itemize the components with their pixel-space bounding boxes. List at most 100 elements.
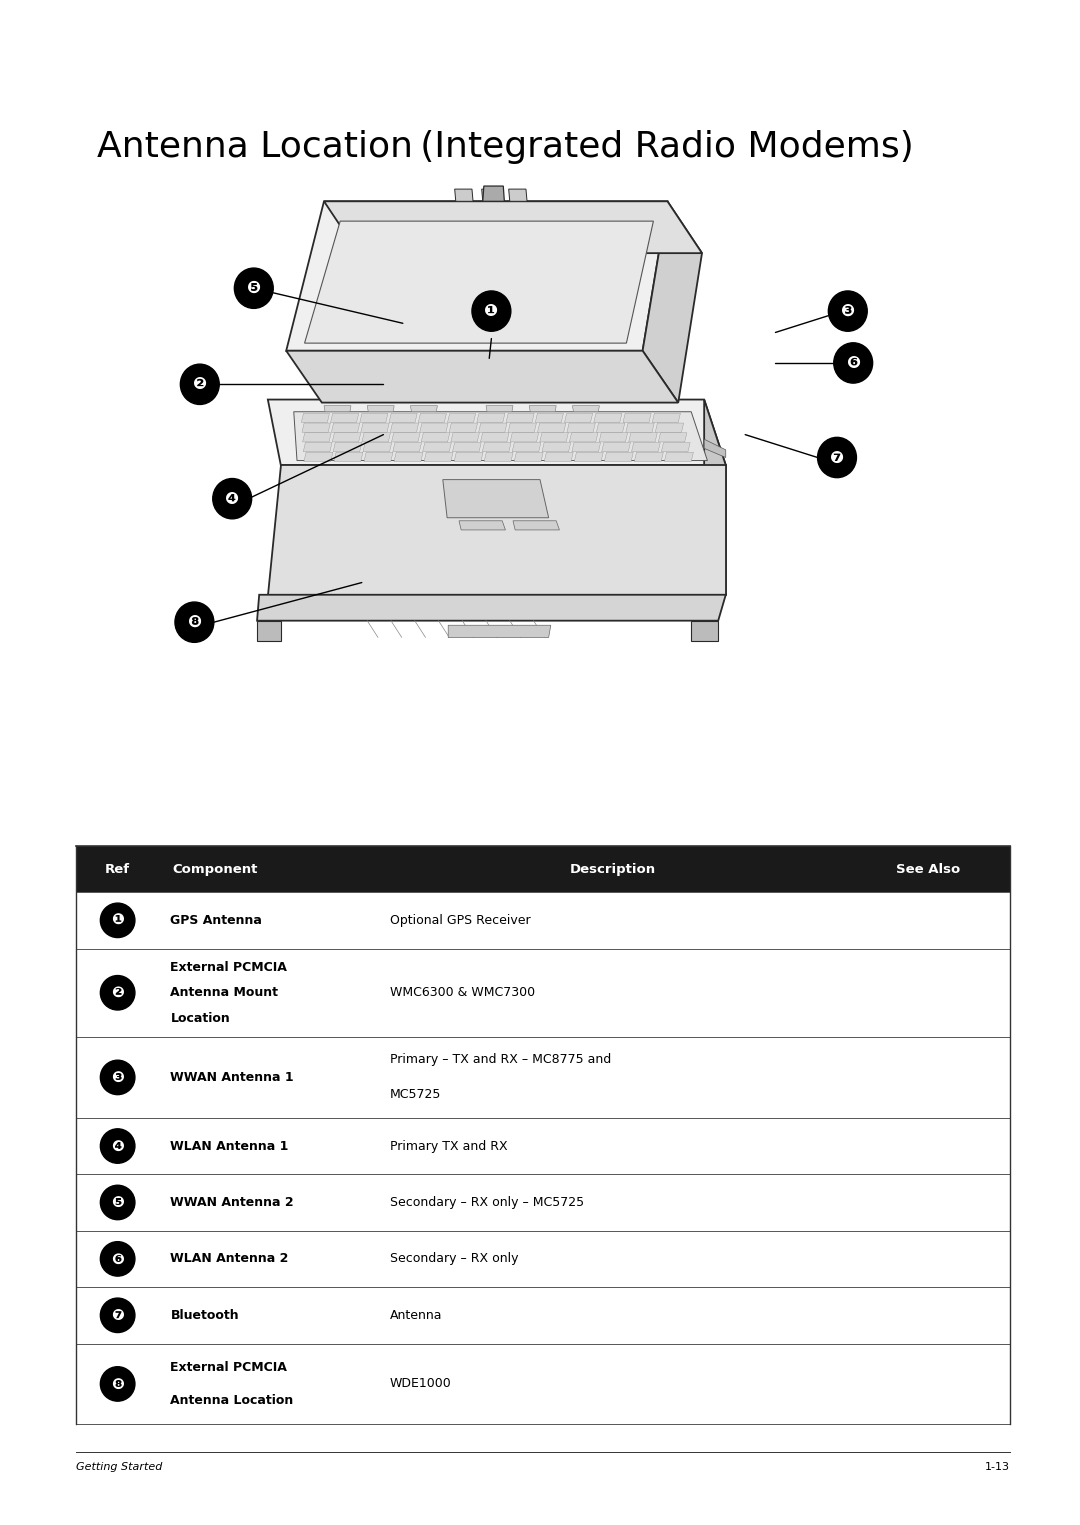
Polygon shape xyxy=(294,412,707,461)
Text: External PCMCIA: External PCMCIA xyxy=(171,961,287,974)
Polygon shape xyxy=(569,433,598,442)
Polygon shape xyxy=(599,433,627,442)
Polygon shape xyxy=(656,422,684,432)
Polygon shape xyxy=(542,442,570,451)
Polygon shape xyxy=(632,442,660,451)
Polygon shape xyxy=(360,413,388,422)
Ellipse shape xyxy=(100,1060,135,1095)
Polygon shape xyxy=(565,413,593,422)
Text: Primary TX and RX: Primary TX and RX xyxy=(390,1139,508,1153)
Text: ❽: ❽ xyxy=(111,1377,124,1391)
Polygon shape xyxy=(420,422,448,432)
Polygon shape xyxy=(333,442,362,451)
Polygon shape xyxy=(625,422,654,432)
Text: WMC6300 & WMC7300: WMC6300 & WMC7300 xyxy=(390,987,536,999)
Polygon shape xyxy=(333,433,361,442)
Polygon shape xyxy=(508,422,537,432)
Polygon shape xyxy=(594,413,622,422)
Polygon shape xyxy=(334,453,363,462)
Polygon shape xyxy=(484,453,513,462)
Text: Description: Description xyxy=(570,863,656,875)
Polygon shape xyxy=(540,433,568,442)
Polygon shape xyxy=(596,422,624,432)
Text: ❻: ❻ xyxy=(111,1252,124,1266)
Polygon shape xyxy=(367,406,394,412)
Ellipse shape xyxy=(818,438,856,477)
Polygon shape xyxy=(394,453,423,462)
Ellipse shape xyxy=(180,364,219,404)
Polygon shape xyxy=(529,406,556,412)
Polygon shape xyxy=(424,453,453,462)
Polygon shape xyxy=(421,433,449,442)
Polygon shape xyxy=(418,413,446,422)
Polygon shape xyxy=(454,453,483,462)
Polygon shape xyxy=(303,442,332,451)
Text: ❸: ❸ xyxy=(111,1071,124,1084)
Polygon shape xyxy=(486,406,513,412)
Text: ❽: ❽ xyxy=(187,613,202,631)
Polygon shape xyxy=(453,442,482,451)
Ellipse shape xyxy=(828,291,867,331)
Ellipse shape xyxy=(100,1298,135,1333)
Text: Optional GPS Receiver: Optional GPS Receiver xyxy=(390,913,530,927)
Polygon shape xyxy=(514,453,543,462)
Text: WLAN Antenna 1: WLAN Antenna 1 xyxy=(171,1139,288,1153)
Polygon shape xyxy=(364,453,393,462)
Polygon shape xyxy=(363,442,392,451)
Polygon shape xyxy=(481,433,509,442)
Text: See Also: See Also xyxy=(896,863,960,875)
Polygon shape xyxy=(459,520,505,529)
Ellipse shape xyxy=(100,976,135,1010)
Polygon shape xyxy=(455,189,473,201)
Polygon shape xyxy=(332,422,360,432)
Text: WDE1000: WDE1000 xyxy=(390,1377,451,1391)
Polygon shape xyxy=(652,413,680,422)
Polygon shape xyxy=(257,621,281,640)
Text: Getting Started: Getting Started xyxy=(76,1461,162,1472)
Polygon shape xyxy=(301,413,329,422)
Text: Bluetooth: Bluetooth xyxy=(171,1308,239,1322)
Polygon shape xyxy=(392,433,420,442)
Polygon shape xyxy=(268,465,726,595)
Polygon shape xyxy=(704,400,726,595)
Text: ❶: ❶ xyxy=(111,913,124,927)
Polygon shape xyxy=(605,453,633,462)
Polygon shape xyxy=(704,439,726,458)
Polygon shape xyxy=(393,442,421,451)
Polygon shape xyxy=(512,442,541,451)
Ellipse shape xyxy=(234,268,273,308)
Text: Antenna Location: Antenna Location xyxy=(171,1394,294,1406)
Polygon shape xyxy=(476,413,505,422)
Polygon shape xyxy=(544,453,573,462)
Polygon shape xyxy=(664,453,693,462)
Polygon shape xyxy=(362,433,391,442)
Text: MC5725: MC5725 xyxy=(390,1089,442,1101)
Polygon shape xyxy=(536,413,564,422)
Text: External PCMCIA: External PCMCIA xyxy=(171,1362,287,1374)
Polygon shape xyxy=(661,442,690,451)
Polygon shape xyxy=(286,201,667,351)
Polygon shape xyxy=(513,520,559,529)
Polygon shape xyxy=(507,413,535,422)
Polygon shape xyxy=(538,422,566,432)
Ellipse shape xyxy=(213,479,252,518)
Text: Antenna Location (Integrated Radio Modems): Antenna Location (Integrated Radio Modem… xyxy=(97,130,914,163)
Polygon shape xyxy=(303,453,333,462)
Polygon shape xyxy=(643,201,702,403)
Text: ❶: ❶ xyxy=(484,302,499,320)
Text: WWAN Antenna 1: WWAN Antenna 1 xyxy=(171,1071,294,1084)
Text: ❺: ❺ xyxy=(246,279,261,297)
Ellipse shape xyxy=(100,1241,135,1276)
Polygon shape xyxy=(659,433,687,442)
Ellipse shape xyxy=(175,602,214,642)
Polygon shape xyxy=(302,433,332,442)
Polygon shape xyxy=(361,422,389,432)
Text: Location: Location xyxy=(171,1011,230,1025)
Polygon shape xyxy=(478,422,507,432)
Text: ❺: ❺ xyxy=(111,1196,124,1209)
Polygon shape xyxy=(286,351,678,403)
Polygon shape xyxy=(305,221,653,343)
Polygon shape xyxy=(691,621,718,640)
Polygon shape xyxy=(483,186,504,201)
Polygon shape xyxy=(567,422,595,432)
